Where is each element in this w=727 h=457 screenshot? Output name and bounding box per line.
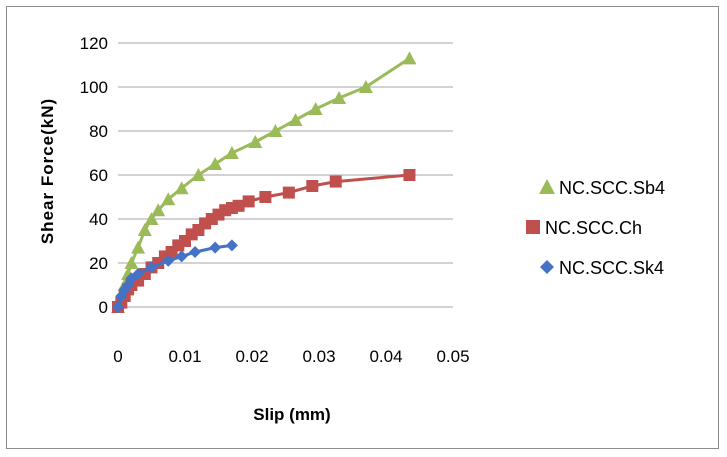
x-tick-label-2: 0.02 — [235, 347, 268, 366]
data-point-NC.SCC.Ch-21 — [242, 195, 255, 208]
x-tick-label-5: 0.05 — [436, 347, 469, 366]
data-point-NC.SCC.Sb4-4 — [124, 256, 139, 269]
data-point-NC.SCC.Sb4-11 — [191, 168, 206, 181]
x-tick-label-3: 0.03 — [302, 347, 335, 366]
series-NC.SCC.Ch — [112, 169, 416, 313]
y-tick-labels: 0 20 40 60 80 100 120 — [80, 34, 108, 317]
series-NC.SCC.Sk4 — [112, 239, 238, 313]
legend-marker-NC.SCC.Sb4 — [539, 179, 555, 194]
shear-slip-chart: 0 20 40 60 80 100 120 0 0.01 0.02 0.03 0.04 0.05 Sl… — [38, 34, 665, 424]
chart-frame: 0 20 40 60 80 100 120 0 0.01 0.02 0.03 0.04 0.05 Sl… — [6, 6, 719, 449]
data-point-NC.SCC.Sb4-15 — [268, 124, 283, 137]
legend-label-NC.SCC.Ch: NC.SCC.Ch — [545, 218, 642, 238]
data-series — [111, 51, 417, 313]
data-point-NC.SCC.Ch-22 — [259, 191, 272, 203]
data-point-NC.SCC.Sk4-6 — [145, 261, 158, 274]
data-point-NC.SCC.Sb4-20 — [402, 51, 417, 65]
y-tick-label-3: 60 — [89, 166, 108, 185]
series-NC.SCC.Sb4 — [111, 51, 417, 313]
data-point-NC.SCC.Sb4-14 — [248, 135, 263, 148]
y-tick-label-5: 100 — [80, 78, 108, 97]
data-point-NC.SCC.Ch-23 — [282, 186, 295, 199]
y-tick-label-4: 80 — [89, 122, 108, 141]
data-point-NC.SCC.Sb4-9 — [161, 192, 176, 206]
data-point-NC.SCC.Sk4-8 — [175, 250, 188, 263]
data-point-NC.SCC.Sk4-10 — [209, 241, 222, 254]
data-point-NC.SCC.Sb4-19 — [358, 80, 373, 93]
data-point-NC.SCC.Sb4-16 — [288, 113, 303, 126]
legend-label-NC.SCC.Sb4: NC.SCC.Sb4 — [559, 178, 665, 198]
legend-marker-NC.SCC.Sk4 — [540, 260, 554, 274]
data-point-NC.SCC.Sb4-10 — [174, 181, 189, 195]
data-point-NC.SCC.Ch-26 — [403, 169, 416, 181]
data-point-NC.SCC.Sk4-5 — [132, 268, 145, 280]
data-point-NC.SCC.Sb4-7 — [144, 212, 159, 225]
x-tick-label-0: 0 — [113, 347, 122, 366]
data-point-NC.SCC.Sb4-6 — [137, 223, 152, 236]
data-point-NC.SCC.Sk4-9 — [189, 246, 202, 258]
data-point-NC.SCC.Sb4-17 — [308, 102, 323, 115]
y-tick-label-1: 20 — [89, 254, 108, 273]
data-point-NC.SCC.Sb4-13 — [224, 146, 239, 159]
gridlines — [118, 42, 453, 308]
data-point-NC.SCC.Sb4-12 — [208, 157, 223, 170]
legend-marker-NC.SCC.Ch — [526, 220, 540, 234]
data-point-NC.SCC.Sb4-5 — [131, 240, 146, 254]
data-point-NC.SCC.Sb4-8 — [151, 203, 166, 217]
data-point-NC.SCC.Sk4-0 — [112, 301, 124, 313]
data-point-NC.SCC.Ch-25 — [329, 175, 342, 188]
y-axis-title: Shear Force(kN) — [38, 98, 57, 244]
y-tick-label-6: 120 — [80, 34, 108, 53]
data-point-NC.SCC.Ch-20 — [232, 199, 245, 212]
x-tick-label-1: 0.01 — [168, 347, 201, 366]
data-point-NC.SCC.Ch-24 — [306, 180, 319, 192]
legend: NC.SCC.Sb4 NC.SCC.Ch NC.SCC.Sk4 — [526, 178, 665, 278]
y-tick-label-0: 0 — [99, 298, 108, 317]
data-point-NC.SCC.Sk4-11 — [225, 239, 238, 252]
x-tick-labels: 0 0.01 0.02 0.03 0.04 0.05 — [113, 347, 469, 366]
legend-label-NC.SCC.Sk4: NC.SCC.Sk4 — [559, 258, 664, 278]
y-tick-label-2: 40 — [89, 210, 108, 229]
data-point-NC.SCC.Sb4-18 — [332, 91, 347, 104]
x-tick-label-4: 0.04 — [369, 347, 402, 366]
series-line-NC.SCC.Sb4 — [116, 57, 411, 308]
x-axis-title: Slip (mm) — [253, 405, 330, 424]
